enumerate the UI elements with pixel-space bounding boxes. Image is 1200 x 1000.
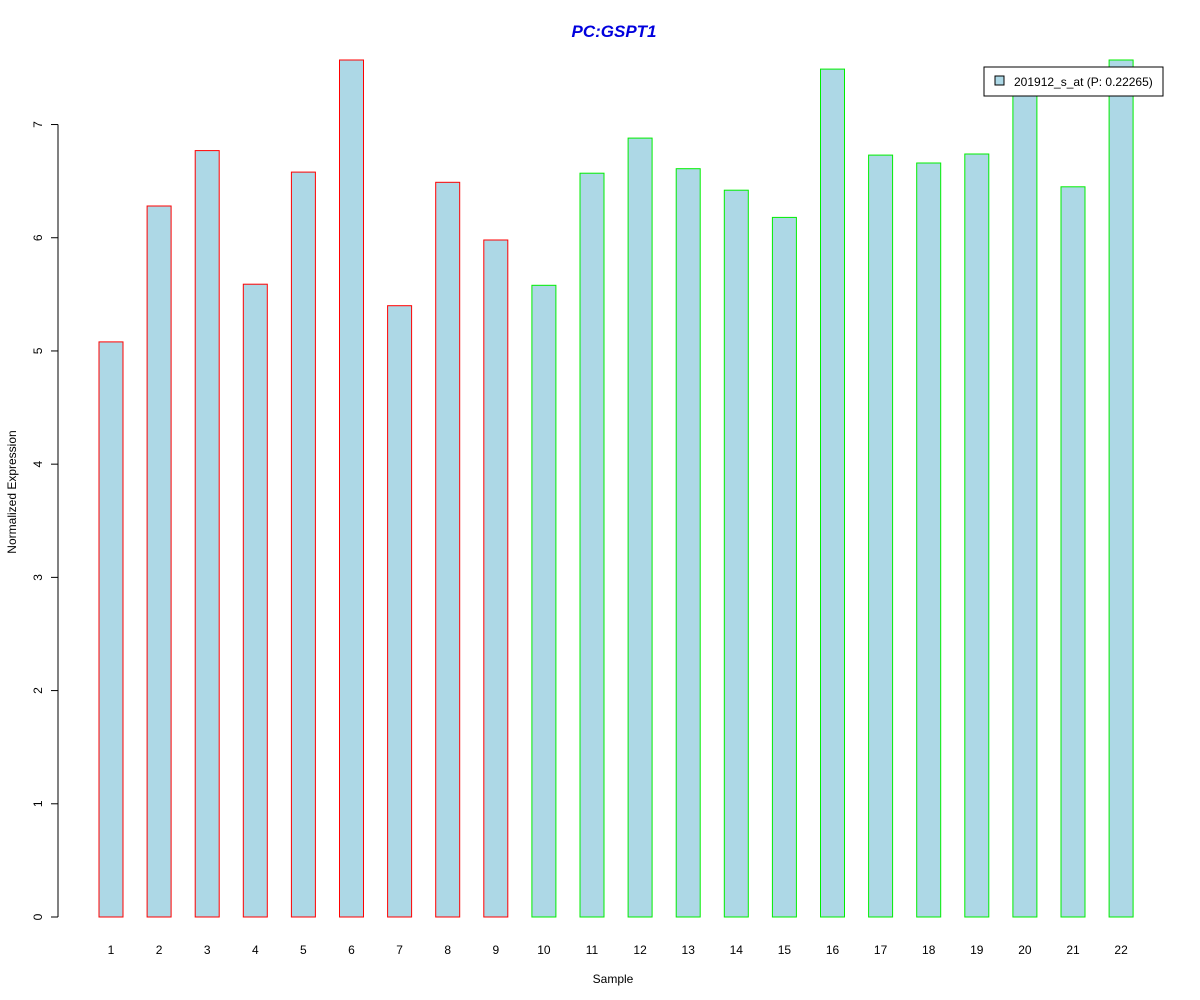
- x-tick-label: 17: [874, 943, 888, 957]
- y-tick-label: 3: [31, 574, 45, 581]
- legend: 201912_s_at (P: 0.22265): [983, 66, 1164, 97]
- bar: [1060, 186, 1086, 918]
- x-tick-label: 4: [252, 943, 259, 957]
- x-tick-label: 2: [156, 943, 163, 957]
- bar: [675, 168, 701, 918]
- bar: [387, 305, 413, 918]
- x-tick-label: 1: [108, 943, 115, 957]
- bar: [483, 239, 509, 918]
- x-tick-label: 15: [778, 943, 792, 957]
- bar: [579, 172, 605, 918]
- bar: [98, 341, 124, 918]
- bar: [868, 154, 894, 918]
- legend-box: [983, 66, 1164, 97]
- x-tick-label: 3: [204, 943, 211, 957]
- x-tick-label: 6: [348, 943, 355, 957]
- bar: [820, 68, 845, 918]
- bar: [627, 137, 653, 918]
- bar: [435, 181, 461, 918]
- bar: [242, 283, 268, 918]
- x-tick-label: 14: [730, 943, 744, 957]
- bar: [531, 284, 557, 918]
- chart-title: PC:GSPT1: [571, 22, 656, 41]
- bar: [1108, 59, 1134, 918]
- bar: [146, 205, 172, 918]
- x-tick-label: 8: [444, 943, 451, 957]
- legend-swatch: [994, 75, 1005, 86]
- y-tick-label: 1: [31, 800, 45, 807]
- x-tick-label: 13: [682, 943, 696, 957]
- x-tick-label: 16: [826, 943, 840, 957]
- x-tick-label: 18: [922, 943, 936, 957]
- bar: [1012, 81, 1038, 918]
- bar: [290, 171, 316, 918]
- y-tick-label: 2: [31, 687, 45, 694]
- x-tick-labels: 1 2 3 4 5 6 7 8 9 10 11 12 13 14 15 16 17 18 19 20 21 22: [108, 943, 1128, 957]
- bar: [916, 162, 942, 918]
- x-axis-label: Sample: [593, 972, 634, 986]
- y-axis-label: Normalized Expression: [5, 430, 19, 553]
- y-axis: 0 1 2 3 4 5 6 7: [31, 121, 59, 920]
- x-tick-label: 21: [1066, 943, 1080, 957]
- x-tick-label: 11: [586, 943, 599, 957]
- bars-group: [98, 59, 1134, 918]
- legend-entry: 201912_s_at (P: 0.22265): [1014, 75, 1153, 89]
- y-tick-label: 7: [31, 121, 45, 128]
- x-tick-label: 10: [537, 943, 551, 957]
- x-tick-label: 19: [970, 943, 984, 957]
- x-tick-label: 9: [492, 943, 499, 957]
- bar: [771, 216, 797, 918]
- y-tick-label: 5: [31, 347, 45, 354]
- y-tick-label: 6: [31, 234, 45, 241]
- y-tick-label: 0: [31, 913, 45, 920]
- x-tick-label: 22: [1114, 943, 1128, 957]
- bar: [964, 153, 990, 918]
- bar: [339, 59, 364, 918]
- bar: [723, 189, 749, 918]
- x-tick-label: 20: [1018, 943, 1032, 957]
- x-tick-label: 5: [300, 943, 307, 957]
- y-tick-label: 4: [31, 461, 45, 468]
- x-tick-label: 7: [396, 943, 403, 957]
- bar: [194, 150, 220, 918]
- x-tick-label: 12: [633, 943, 647, 957]
